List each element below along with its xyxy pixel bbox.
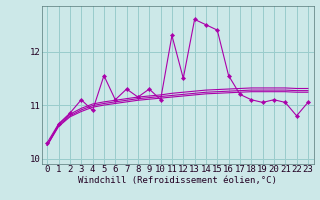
X-axis label: Windchill (Refroidissement éolien,°C): Windchill (Refroidissement éolien,°C) [78,176,277,185]
